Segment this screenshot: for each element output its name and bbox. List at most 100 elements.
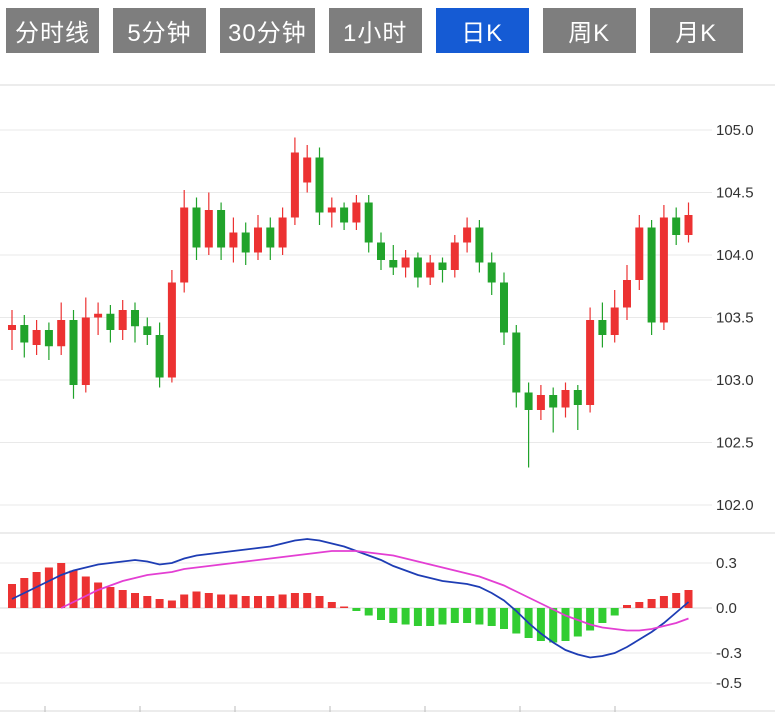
candle-body	[500, 282, 508, 333]
candle-body	[659, 217, 668, 323]
candle-body	[352, 202, 361, 223]
candle-body	[254, 227, 262, 253]
macd-histogram-bar	[118, 590, 127, 608]
macd-histogram-bar	[57, 563, 66, 608]
macd-histogram-bar	[647, 599, 656, 608]
tab-weekly-k[interactable]: 周K	[542, 8, 636, 53]
candle-body	[180, 207, 189, 283]
macd-histogram-bar	[549, 608, 558, 643]
candle-body	[340, 207, 349, 223]
macd-histogram-bar	[512, 608, 521, 634]
price-axis-label: 105.0	[716, 122, 754, 139]
macd-histogram-bar	[426, 608, 435, 626]
candle-body	[118, 310, 127, 330]
dea-line	[60, 550, 689, 632]
macd-histogram-bar	[463, 608, 472, 623]
candle-body	[167, 282, 176, 378]
candle-body	[610, 307, 619, 335]
candle-body	[32, 330, 41, 345]
tab-5min[interactable]: 5分钟	[113, 8, 206, 53]
macd-histogram-bar	[340, 606, 349, 608]
macd-histogram-bar	[131, 593, 139, 608]
candle-body	[561, 390, 570, 408]
candle-body	[155, 335, 164, 378]
macd-histogram-bar	[81, 576, 90, 608]
candle-body	[229, 232, 238, 248]
candle-body	[426, 262, 435, 278]
dif-line	[11, 538, 690, 659]
macd-histogram-bar	[143, 596, 152, 608]
macd-histogram-bar	[180, 594, 189, 608]
candle-body	[57, 320, 66, 347]
candle-body	[204, 210, 213, 248]
macd-histogram-bar	[586, 608, 595, 631]
macd-axis-label: 0.0	[716, 600, 737, 617]
macd-histogram-bar	[254, 596, 262, 608]
macd-histogram-bar	[303, 593, 312, 608]
price-axis-label: 104.5	[716, 185, 754, 202]
macd-histogram-bar	[635, 602, 644, 608]
macd-axis-label: -0.3	[716, 645, 742, 662]
macd-histogram-bar	[377, 608, 385, 620]
candle-body	[8, 325, 16, 330]
candle-body	[450, 242, 459, 270]
candle-body	[684, 215, 693, 235]
macd-histogram-bar	[672, 593, 681, 608]
macd-histogram-bar	[610, 608, 619, 616]
candle-body	[463, 227, 472, 243]
macd-histogram-bar	[401, 608, 410, 625]
macd-histogram-bar	[487, 608, 496, 626]
candle-body	[573, 390, 582, 405]
candle-body	[623, 280, 631, 308]
macd-histogram-bar	[217, 594, 226, 608]
price-axis-label: 102.0	[716, 497, 754, 514]
macd-histogram-bar	[32, 572, 41, 608]
macd-histogram-bar	[413, 608, 422, 626]
candle-body	[192, 207, 201, 248]
candle-body	[389, 260, 398, 268]
candle-body	[377, 242, 385, 260]
candle-body	[241, 232, 250, 253]
macd-histogram-bar	[573, 608, 582, 637]
macd-histogram-bar	[192, 591, 201, 608]
tab-timeline[interactable]: 分时线	[6, 8, 99, 53]
macd-histogram-bar	[389, 608, 398, 623]
tab-daily-k[interactable]: 日K	[435, 8, 529, 53]
price-axis-label: 103.5	[716, 310, 754, 327]
tab-30min[interactable]: 30分钟	[220, 8, 315, 53]
candle-body	[20, 325, 29, 343]
candle-body	[303, 157, 312, 183]
tab-bar: 分时线 5分钟 30分钟 1小时 日K 周K 月K	[6, 8, 743, 53]
price-axis-label: 102.5	[716, 435, 754, 452]
macd-axis-label: -0.5	[716, 675, 742, 692]
macd-histogram-bar	[536, 608, 545, 641]
macd-histogram-bar	[352, 608, 361, 611]
price-axis-label: 104.0	[716, 247, 754, 264]
macd-histogram-bar	[500, 608, 508, 629]
candle-body	[487, 262, 496, 283]
candle-body	[217, 210, 226, 248]
macd-histogram-bar	[241, 596, 250, 608]
macd-histogram-bar	[475, 608, 484, 625]
candle-body	[131, 310, 139, 327]
macd-histogram-bar	[229, 594, 238, 608]
macd-histogram-bar	[204, 593, 213, 608]
candle-body	[512, 332, 521, 393]
candle-body	[549, 395, 558, 408]
macd-histogram-bar	[94, 582, 103, 608]
candle-body	[81, 317, 90, 385]
tab-monthly-k[interactable]: 月K	[649, 8, 743, 53]
candle-body	[536, 395, 545, 410]
macd-histogram-bar	[278, 594, 287, 608]
tab-1hour[interactable]: 1小时	[328, 8, 422, 53]
candle-body	[315, 157, 324, 213]
macd-histogram-bar	[561, 608, 570, 641]
macd-histogram-bar	[8, 584, 16, 608]
candle-body	[143, 326, 152, 335]
candle-body	[438, 262, 447, 270]
macd-histogram-bar	[598, 608, 607, 623]
macd-histogram-bar	[266, 596, 275, 608]
macd-histogram-bar	[106, 587, 115, 608]
candle-body	[413, 257, 422, 278]
